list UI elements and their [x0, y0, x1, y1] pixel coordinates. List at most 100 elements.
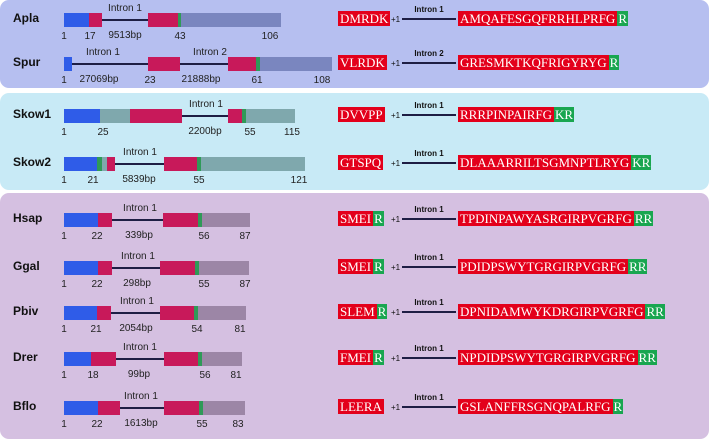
exon-gray — [198, 306, 246, 320]
position-label: 121 — [290, 175, 308, 186]
exon-blue — [64, 352, 91, 366]
position-label: 17 — [84, 31, 96, 42]
species-label: Ggal — [13, 259, 40, 273]
position-label: 43 — [174, 31, 186, 42]
intron-label: Intron 1 — [121, 251, 155, 262]
exon-red — [98, 213, 112, 227]
gene-structure: Intron 1 1 18 99bp 56 81 — [0, 341, 330, 385]
intron-label: Intron 1 — [414, 205, 444, 214]
exon-red — [91, 352, 116, 366]
exon-gray — [246, 109, 295, 123]
intron-label: Intron 1 — [414, 298, 444, 307]
position-label: 1 — [61, 324, 67, 335]
intron-phase: +1 — [391, 215, 401, 224]
intron-label: Intron 1 — [124, 391, 158, 402]
intron-line — [115, 163, 164, 165]
position-label: 1 — [61, 127, 67, 138]
exon-red — [148, 57, 180, 71]
intron-length: 27069bp — [79, 74, 119, 85]
upstream-sequence: SLEM R — [338, 304, 388, 319]
intron-line — [402, 18, 456, 20]
downstream-sequence: TPDINPAWYASRGIRPVGRFG RR — [458, 211, 654, 226]
upstream-sequence: DVVPP — [338, 107, 385, 122]
position-label: 18 — [87, 370, 99, 381]
intron-phase: +1 — [391, 263, 401, 272]
exon-green — [195, 261, 199, 275]
exon-blue — [64, 306, 97, 320]
position-label: 1 — [61, 75, 67, 86]
gene-structure: Intron 1 1 17 9513bp 43 106 — [0, 2, 330, 46]
intron-line — [402, 311, 456, 313]
downstream-sequence: AMQAFESGQFRRHLPRFG R — [458, 11, 628, 26]
intron-line — [182, 115, 228, 117]
upstream-sequence: GTSPQ — [338, 155, 384, 170]
species-label: Skow1 — [13, 107, 52, 121]
intron-line — [180, 63, 228, 65]
position-label: 55 — [196, 419, 208, 430]
intron-line — [402, 62, 456, 64]
intron-phase: +1 — [391, 354, 401, 363]
exon-red — [89, 13, 102, 27]
exon-green — [199, 401, 203, 415]
row-ggal: Ggal Intron 1 1 22 298bp 55 87 SMEI R +1 … — [0, 250, 709, 294]
position-label: 22 — [91, 231, 103, 242]
exon-green — [178, 13, 181, 27]
exon-gray — [199, 261, 249, 275]
upstream-sequence: SMEI R — [338, 259, 384, 274]
position-label: 1 — [61, 31, 67, 42]
downstream-sequence: RRRPINPAIRFG KR — [458, 107, 575, 122]
position-label: 56 — [199, 370, 211, 381]
downstream-sequence: PDIDPSWYTGRGIRPVGRFG RR — [458, 259, 648, 274]
position-label: 56 — [198, 231, 210, 242]
intron-phase: +1 — [391, 308, 401, 317]
intron-length: 99bp — [127, 369, 151, 380]
position-label: 55 — [198, 279, 210, 290]
intron-label: Intron 1 — [123, 147, 157, 158]
position-label: 108 — [313, 75, 331, 86]
exon-green — [198, 352, 202, 366]
intron-phase: +1 — [391, 59, 401, 68]
position-label: 1 — [61, 279, 67, 290]
position-label: 23 — [144, 75, 156, 86]
gene-structure: Intron 1 1 22 339bp 56 87 — [0, 202, 330, 246]
exon-blue — [64, 109, 100, 123]
row-skow2: Skow2 Intron 1 1 21 5839bp 55 121 GTSPQ … — [0, 146, 709, 190]
intron-label: Intron 1 — [123, 342, 157, 353]
position-label: 25 — [97, 127, 109, 138]
gene-structure: Intron 1 1 21 2054bp 54 81 — [0, 295, 330, 339]
intron-label: Intron 1 — [120, 296, 154, 307]
species-label: Bflo — [13, 399, 37, 413]
exon-red — [97, 306, 111, 320]
intron-label: Intron 1 — [189, 99, 223, 110]
exon-blue — [64, 213, 98, 227]
intron-length: 2200bp — [188, 126, 222, 137]
position-label: 87 — [239, 231, 251, 242]
intron-label: Intron 1 — [414, 393, 444, 402]
downstream-sequence: DLAAARRILTSGMNPTLRYG KR — [458, 155, 652, 170]
exon-red — [98, 261, 112, 275]
position-label: 54 — [191, 324, 203, 335]
intron-length: 339bp — [125, 230, 153, 241]
exon-red — [160, 261, 195, 275]
intron-line — [72, 63, 148, 65]
downstream-sequence: GRESMKTKQFRIGYRYG R — [458, 55, 620, 70]
exon-gray — [102, 157, 107, 171]
position-label: 1 — [61, 419, 67, 430]
exon-blue — [64, 157, 97, 171]
upstream-sequence: SMEI R — [338, 211, 384, 226]
intron-length: 298bp — [123, 278, 151, 289]
intron-label: Intron 2 — [414, 49, 444, 58]
downstream-sequence: NPDIDPSWYTGRGIRPVGRFG RR — [458, 350, 657, 365]
species-label: Pbiv — [13, 304, 39, 318]
species-label: Drer — [13, 350, 38, 364]
exon-blue — [64, 261, 98, 275]
position-label: 21 — [87, 175, 99, 186]
downstream-sequence: GSLANFFRSGNQPALRFG R — [458, 399, 624, 414]
intron-length: 9513bp — [108, 30, 142, 41]
intron-label: Intron 1 — [414, 101, 444, 110]
exon-gray — [100, 109, 130, 123]
position-label: 81 — [234, 324, 246, 335]
intron-line — [402, 162, 456, 164]
exon-gray — [202, 352, 242, 366]
position-label: 87 — [239, 279, 251, 290]
